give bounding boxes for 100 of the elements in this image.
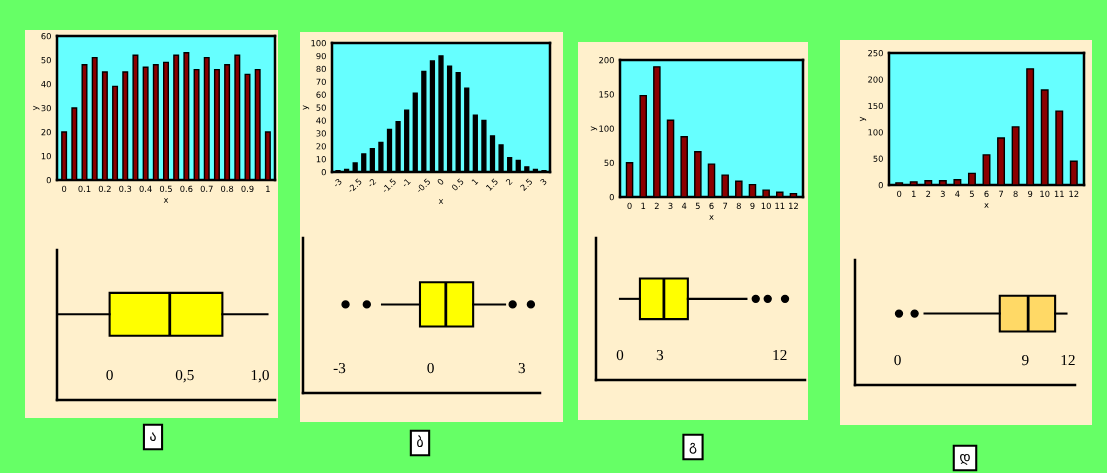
x-tick-label: 2.5 <box>519 178 533 192</box>
y-tick-label: 50 <box>873 155 883 162</box>
y-tick-label: 100 <box>311 39 326 47</box>
x-tick-label: 3 <box>518 362 525 374</box>
x-tick-label: 9 <box>750 202 755 210</box>
y-tick-label: 100 <box>599 125 614 132</box>
y-tick-label: 90 <box>316 52 326 60</box>
x-tick-label: 11 <box>1054 190 1064 197</box>
x-tick-label: 0 <box>427 362 434 374</box>
y-tick-label: 60 <box>316 91 326 98</box>
y-tick-label: 250 <box>868 49 883 57</box>
x-tick-label: 3 <box>656 349 664 361</box>
text: დ <box>960 453 970 465</box>
x-tick-label: 7 <box>999 190 1003 197</box>
x-tick-label: 0.9 <box>241 185 254 193</box>
x-tick-label: -3 <box>333 362 346 374</box>
y-tick-label: 80 <box>316 65 326 73</box>
x-tick-label: -0.5 <box>415 178 431 194</box>
x-tick-label: 0.3 <box>119 185 132 193</box>
x-tick-label: 12 <box>1069 190 1079 197</box>
x-tick-label: -1.5 <box>381 178 397 194</box>
y-tick-label: 200 <box>868 76 883 83</box>
y-axis-title: y <box>590 126 598 131</box>
x-tick-label: 2 <box>654 202 659 209</box>
x-tick-label: 10 <box>1040 190 1050 198</box>
y-axis-title: y <box>33 105 40 111</box>
x-tick-label: 10 <box>761 202 771 210</box>
y-tick-label: 150 <box>868 102 883 110</box>
y-axis-title: y <box>302 105 310 110</box>
y-tick-label: 30 <box>316 130 326 137</box>
x-tick-label: 0.7 <box>200 185 213 193</box>
x-tick-label: 2 <box>505 178 513 186</box>
x-tick-label: -1 <box>401 178 411 188</box>
x-tick-label: 0,5 <box>175 369 194 383</box>
text: ა <box>150 432 156 442</box>
x-tick-label: 12 <box>773 349 787 361</box>
x-tick-label: -3 <box>332 178 343 188</box>
x-axis-title: x <box>984 203 989 208</box>
x-axis-title: x <box>438 199 444 204</box>
x-tick-label: -2 <box>366 178 377 188</box>
x-tick-label: 1 <box>641 202 646 209</box>
x-tick-label: 9 <box>1028 190 1033 198</box>
x-tick-label: 1 <box>471 178 479 186</box>
x-tick-label: 3 <box>940 190 945 198</box>
text: გ <box>689 442 697 454</box>
x-tick-label: 11 <box>775 202 785 209</box>
x-tick-label: 4 <box>955 190 960 197</box>
y-tick-label: 40 <box>316 117 326 124</box>
x-tick-label: 0.5 <box>159 185 172 193</box>
x-tick-label: 0 <box>106 369 113 381</box>
x-tick-label: 8 <box>1013 190 1018 198</box>
y-tick-label: 10 <box>41 152 51 160</box>
x-tick-label: 0.2 <box>98 185 111 193</box>
text: ბ <box>417 435 423 448</box>
x-tick-label: 0 <box>894 354 901 366</box>
y-tick-label: 30 <box>41 104 51 112</box>
x-tick-label: 4 <box>681 202 687 209</box>
x-tick-label: 1 <box>266 185 270 192</box>
y-tick-label: 50 <box>604 159 614 167</box>
x-tick-label: 3 <box>668 202 673 210</box>
x-tick-label: 3 <box>539 178 548 186</box>
y-tick-label: 60 <box>41 32 51 40</box>
x-tick-label: 12 <box>1061 354 1075 366</box>
x-tick-label: 0 <box>897 190 902 198</box>
y-tick-label: 200 <box>599 56 614 64</box>
x-tick-label: 8 <box>736 202 741 210</box>
y-tick-label: 40 <box>41 80 51 88</box>
x-tick-label: 0 <box>616 349 624 361</box>
y-axis-title: y <box>859 116 867 122</box>
x-axis-title: x <box>709 215 714 220</box>
x-tick-label: 0.4 <box>139 185 152 193</box>
y-tick-label: 20 <box>41 128 51 136</box>
x-tick-label: 2 <box>926 190 931 197</box>
x-tick-label: 0.6 <box>180 185 193 193</box>
x-tick-label: 0 <box>436 178 445 186</box>
x-tick-label: 0 <box>627 202 632 210</box>
y-tick-label: 50 <box>41 56 51 64</box>
y-tick-label: 50 <box>316 104 326 111</box>
x-tick-label: 5 <box>969 190 974 198</box>
x-tick-label: 6 <box>984 190 989 198</box>
x-tick-label: 1.5 <box>485 178 499 191</box>
y-tick-label: 100 <box>868 129 883 136</box>
y-tick-label: 20 <box>316 143 326 150</box>
x-tick-label: 0.5 <box>451 178 465 192</box>
x-tick-label: 9 <box>1021 354 1029 366</box>
x-tick-label: 5 <box>695 202 700 210</box>
x-tick-label: 6 <box>709 202 714 210</box>
y-tick-label: 0 <box>321 168 326 176</box>
x-tick-label: 1 <box>912 190 916 197</box>
x-tick-label: 0 <box>62 185 67 193</box>
x-axis-title: x <box>163 198 169 203</box>
x-tick-label: 0.1 <box>78 185 91 193</box>
x-tick-label: 1,0 <box>251 369 269 383</box>
x-tick-label: 7 <box>723 202 728 209</box>
y-tick-label: 70 <box>316 78 326 85</box>
y-tick-label: 10 <box>316 156 326 163</box>
y-tick-label: 150 <box>599 91 614 98</box>
x-tick-label: 0.8 <box>221 185 234 193</box>
x-tick-label: 12 <box>789 202 798 209</box>
x-tick-label: -2.5 <box>346 178 363 194</box>
